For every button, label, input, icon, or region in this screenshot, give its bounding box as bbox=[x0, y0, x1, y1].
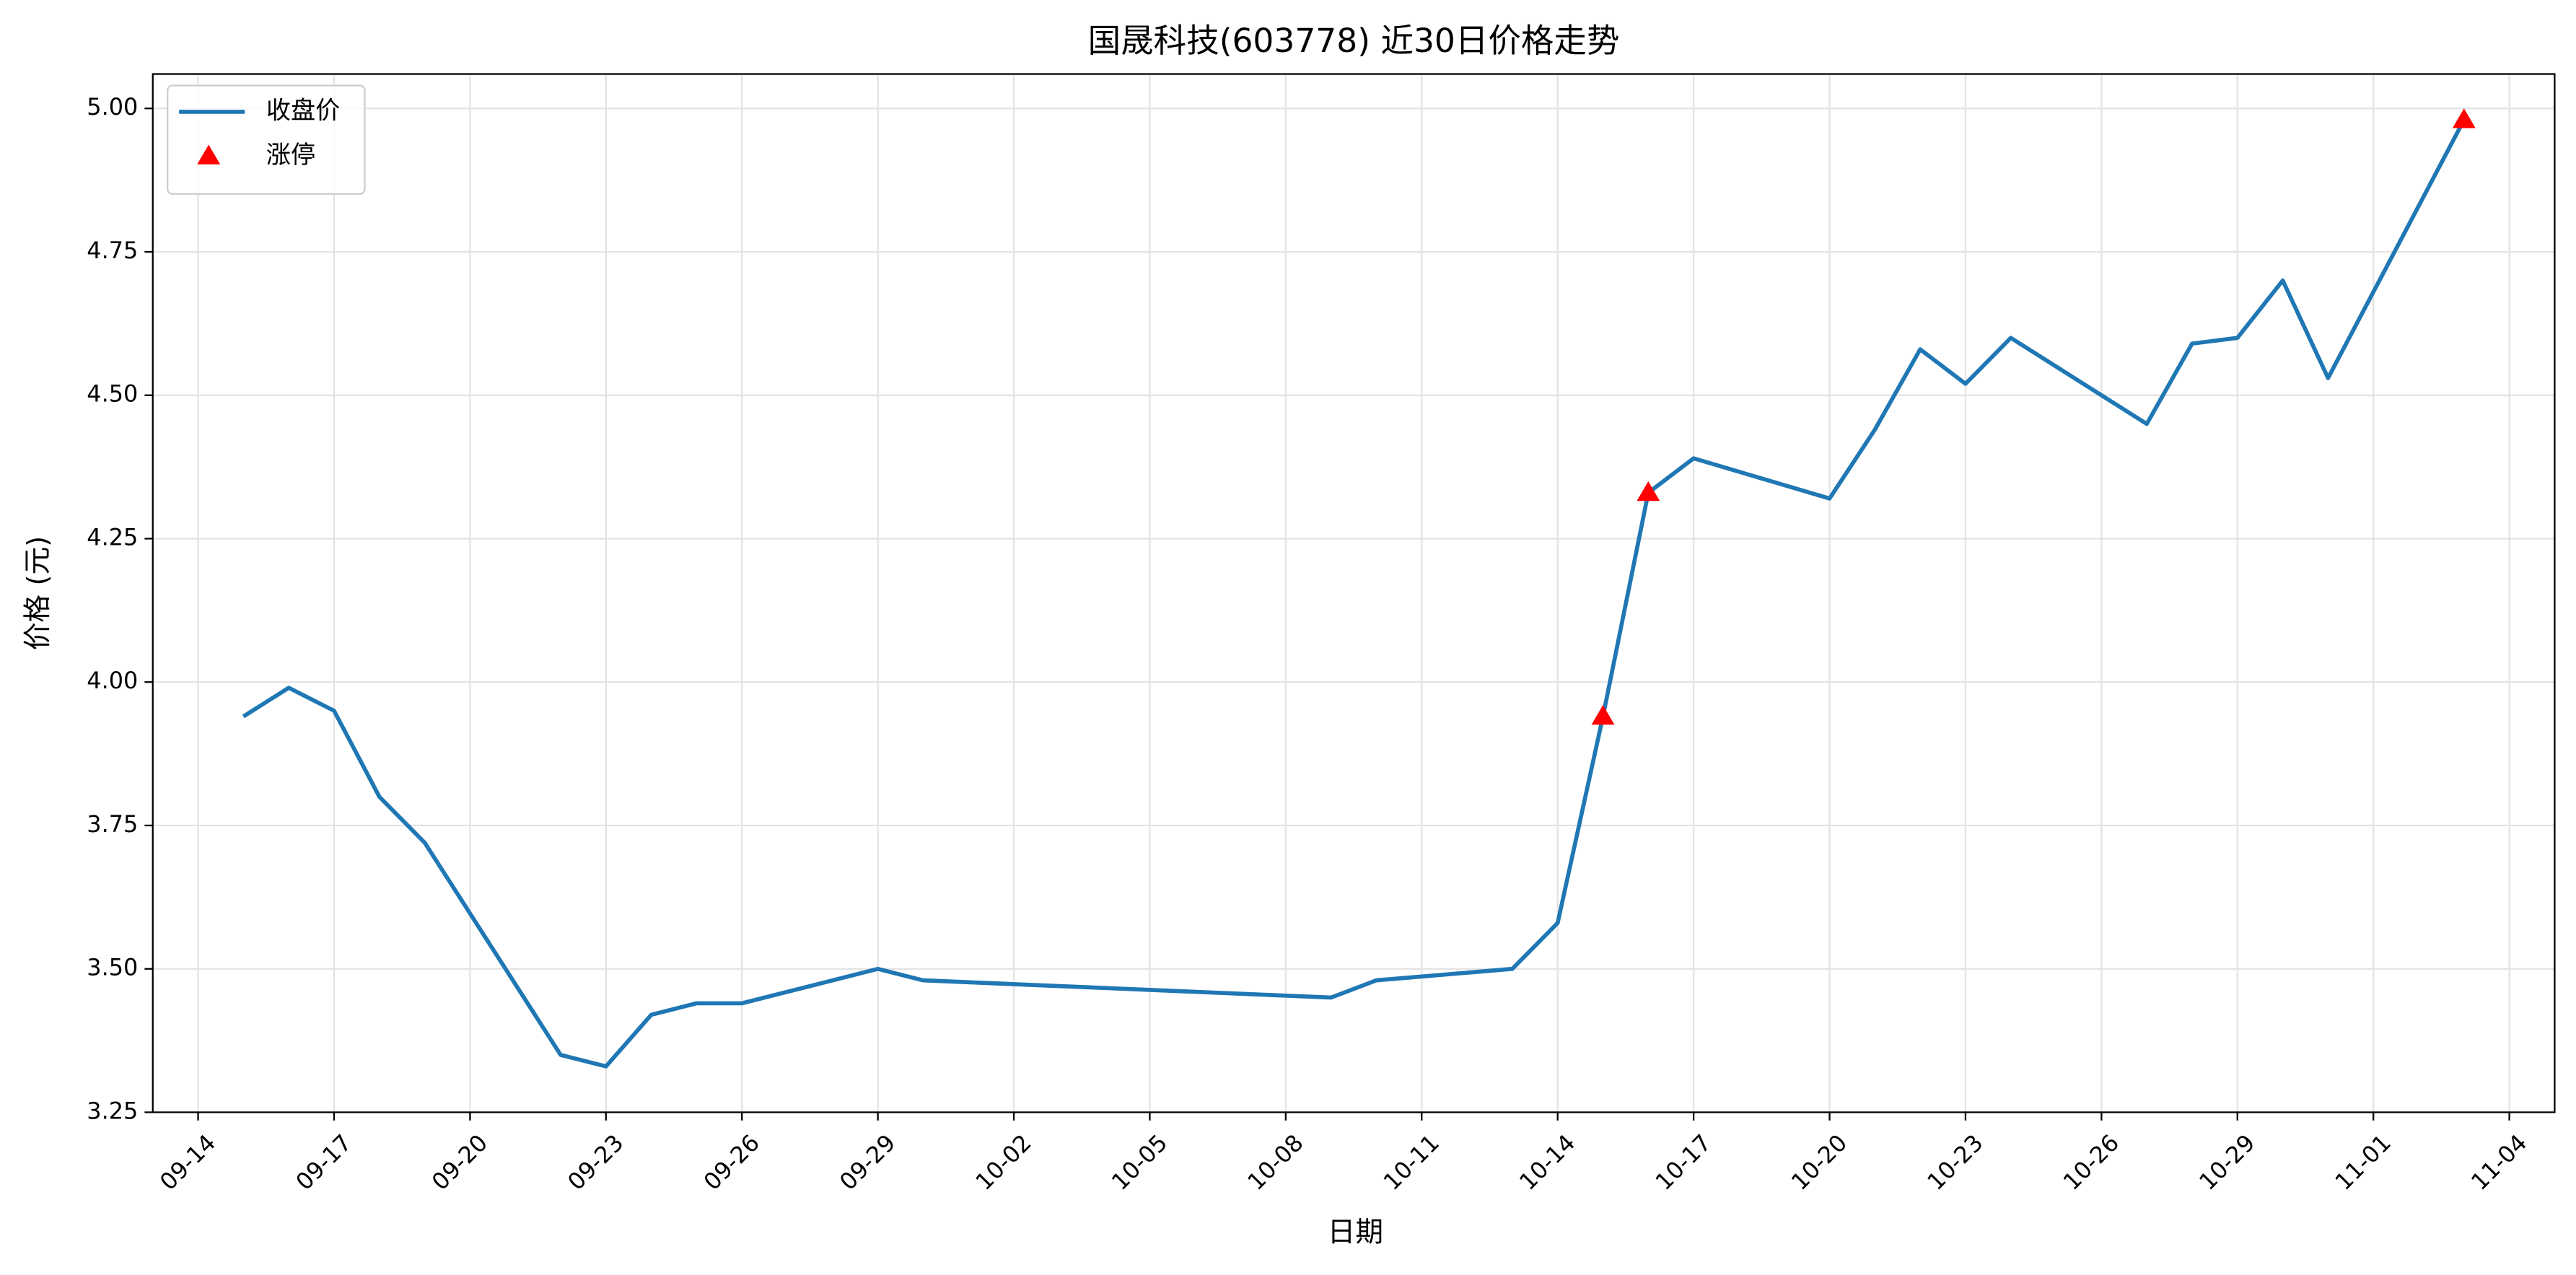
chart-title: 国晟科技(603778) 近30日价格走势 bbox=[1088, 22, 1620, 60]
limit-up-marker bbox=[2452, 108, 2476, 128]
limit-up-marker bbox=[1591, 705, 1615, 725]
y-tick-label: 3.25 bbox=[87, 1097, 138, 1124]
price-line bbox=[242, 118, 2466, 1069]
y-tick-label: 4.25 bbox=[87, 524, 138, 551]
limit-up-marker bbox=[1637, 481, 1660, 501]
y-tick-label: 3.75 bbox=[87, 810, 138, 838]
y-axis-label: 价格 (元) bbox=[22, 536, 54, 651]
grid bbox=[152, 74, 2555, 1113]
legend-marker bbox=[197, 144, 221, 165]
y-tick-label: 4.75 bbox=[87, 237, 138, 264]
plot-area bbox=[242, 108, 2476, 1069]
y-tick-label: 4.50 bbox=[87, 380, 138, 408]
y-tick-label: 5.00 bbox=[87, 93, 138, 121]
y-tick-label: 3.50 bbox=[87, 954, 138, 981]
legend-label: 涨停 bbox=[266, 141, 315, 170]
plot-frame bbox=[152, 73, 2556, 1113]
legend-label: 收盘价 bbox=[266, 96, 340, 125]
y-tick-label: 4.00 bbox=[87, 667, 138, 694]
x-axis-label: 日期 bbox=[1328, 1216, 1383, 1248]
